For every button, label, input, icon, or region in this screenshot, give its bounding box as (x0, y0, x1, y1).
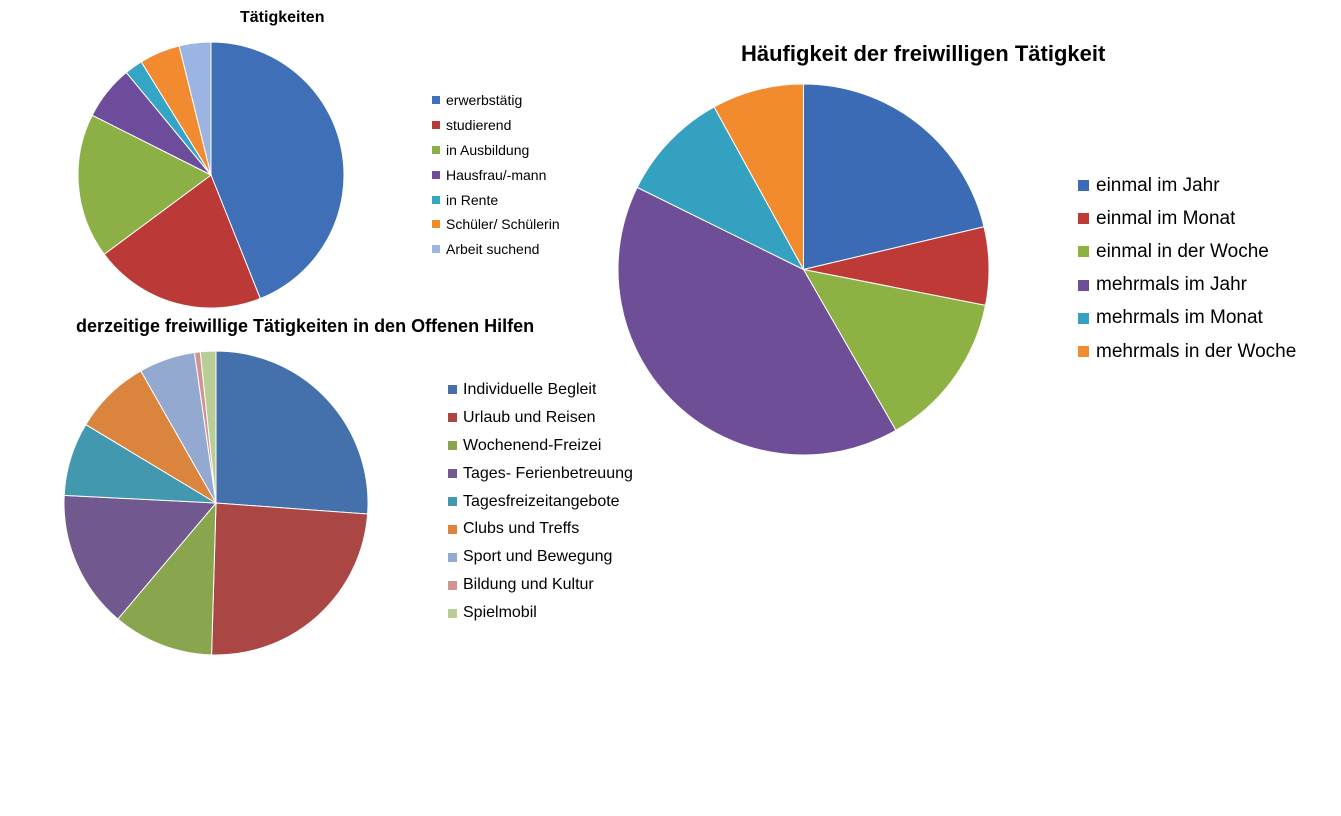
legend-swatch (448, 608, 457, 618)
legend-label: Tagesfreizeitangebote (463, 492, 620, 510)
legend-label: einmal im Monat (1096, 207, 1236, 229)
legend-item: Individuelle Begleit (448, 376, 633, 404)
pie-chart (617, 83, 990, 456)
legend-item: einmal im Monat (1078, 202, 1296, 235)
legend-swatch (432, 121, 440, 130)
legend-item: in Rente (432, 187, 560, 212)
pie-slice (199, 350, 217, 504)
pie-slice (211, 502, 369, 656)
legend-label: Bildung und Kultur (463, 576, 594, 594)
pie-slice (210, 41, 345, 300)
legend-label: mehrmals im Monat (1096, 307, 1263, 329)
legend-label: Sport und Bewegung (463, 548, 613, 566)
legend-swatch (448, 385, 457, 395)
legend-item: mehrmals im Jahr (1078, 269, 1296, 302)
pie-slice (103, 174, 261, 309)
legend-swatch (448, 552, 457, 562)
legend: erwerbstätig studierend in Ausbildung Ha… (432, 88, 560, 262)
legend-item: Urlaub und Reisen (448, 404, 633, 432)
legend-item: Tagesfreizeitangebote (448, 488, 633, 516)
legend-label: Individuelle Begleit (463, 380, 597, 398)
legend-swatch (448, 497, 457, 506)
legend-swatch (1078, 246, 1089, 258)
legend-item: einmal in der Woche (1078, 235, 1296, 268)
legend-swatch (448, 413, 457, 423)
legend-swatch (432, 245, 440, 254)
legend-swatch (1078, 279, 1089, 291)
legend-label: in Rente (446, 191, 499, 208)
pie-slice (636, 106, 805, 271)
legend: einmal im Jahr einmal im Monat einmal in… (1078, 169, 1296, 368)
pie-slice (117, 501, 217, 656)
legend-swatch (432, 195, 440, 204)
legend-label: Urlaub und Reisen (463, 408, 596, 426)
legend-label: einmal im Jahr (1096, 174, 1220, 196)
legend-item: Wochenend-Freizei (448, 432, 633, 460)
legend-label: einmal in der Woche (1096, 240, 1269, 262)
legend-label: erwerbstätig (446, 92, 523, 109)
legend-swatch (432, 220, 440, 229)
chart-title: Häufigkeit der freiwilligen Tätigkeit (741, 41, 1106, 66)
legend-label: Schüler/ Schülerin (446, 216, 560, 233)
legend-item: Spielmobil (448, 599, 633, 627)
legend-item: Tages- Ferienbetreuung (448, 460, 633, 488)
legend-label: Tages- Ferienbetreuung (463, 464, 633, 482)
pie-slice (803, 83, 985, 271)
legend-item: Clubs und Treffs (448, 515, 633, 543)
legend-label: Arbeit suchend (446, 241, 540, 258)
pie-slice (713, 83, 804, 270)
legend-swatch (1078, 180, 1089, 192)
legend-swatch (432, 145, 440, 154)
legend-label: Clubs und Treffs (463, 520, 580, 538)
legend-label: Spielmobil (463, 604, 537, 622)
legend-item: Schüler/ Schülerin (432, 212, 560, 237)
legend-item: in Ausbildung (432, 138, 560, 163)
pie-slice (802, 268, 987, 432)
legend: Individuelle Begleit Urlaub und Reisen W… (448, 376, 633, 627)
legend-label: mehrmals im Jahr (1096, 274, 1247, 296)
legend-item: Hausfrau/-mann (432, 162, 560, 187)
legend-item: Bildung und Kultur (448, 571, 633, 599)
legend-label: studierend (446, 117, 512, 134)
legend-item: mehrmals in der Woche (1078, 335, 1296, 368)
pie-chart (63, 350, 369, 656)
pie-slice (215, 350, 369, 515)
chart-title: Tätigkeiten (240, 9, 325, 26)
legend-item: studierend (432, 113, 560, 138)
legend-swatch (1078, 346, 1089, 358)
legend-swatch (448, 524, 457, 534)
legend-swatch (1078, 312, 1089, 324)
legend-label: Wochenend-Freizei (463, 436, 602, 454)
legend-item: erwerbstätig (432, 88, 560, 113)
pie-slice (617, 186, 897, 456)
pie-slice (63, 494, 218, 620)
legend-item: einmal im Jahr (1078, 169, 1296, 202)
legend-swatch (448, 441, 457, 451)
legend-swatch (432, 170, 440, 179)
legend-swatch (1078, 213, 1089, 225)
legend-label: mehrmals in der Woche (1096, 340, 1297, 362)
legend-swatch (448, 469, 457, 479)
legend-item: Arbeit suchend (432, 237, 560, 262)
legend-item: Sport und Bewegung (448, 543, 633, 571)
legend-swatch (432, 96, 440, 105)
legend-swatch (448, 580, 457, 590)
pie-slice (178, 41, 212, 176)
legend-item: mehrmals im Monat (1078, 302, 1296, 335)
pie-chart (77, 41, 345, 309)
pie-slice (77, 114, 212, 255)
chart-title: derzeitige freiwillige Tätigkeiten in de… (76, 316, 535, 336)
legend-label: Hausfrau/-mann (446, 166, 547, 183)
legend-label: in Ausbildung (446, 141, 530, 158)
